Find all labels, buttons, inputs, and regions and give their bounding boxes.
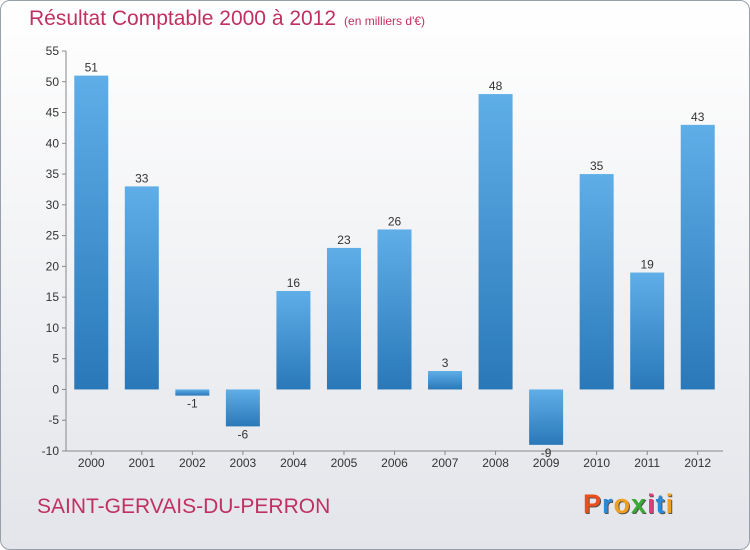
bar-2004 bbox=[276, 291, 311, 390]
y-tick-label: 15 bbox=[46, 290, 60, 304]
y-tick-label: 45 bbox=[46, 106, 60, 120]
y-tick-label: -10 bbox=[42, 444, 60, 458]
value-label-2004: 16 bbox=[287, 276, 301, 290]
value-label-2012: 43 bbox=[691, 110, 705, 124]
x-tick-label-2012: 2012 bbox=[684, 456, 711, 470]
value-label-2008: 48 bbox=[489, 79, 503, 93]
value-label-2010: 35 bbox=[590, 159, 604, 173]
y-tick-label: 10 bbox=[46, 321, 60, 335]
y-tick-label: 20 bbox=[46, 259, 60, 273]
bar-2006 bbox=[377, 229, 412, 390]
logo-letter: r bbox=[602, 489, 614, 519]
chart-subtitle: (en milliers d'€) bbox=[344, 14, 426, 28]
bar-2007 bbox=[428, 371, 463, 390]
value-label-2005: 23 bbox=[337, 233, 351, 247]
commune-name: SAINT-GERVAIS-DU-PERRON bbox=[37, 495, 331, 518]
bar-2009 bbox=[529, 389, 564, 445]
value-label-2006: 26 bbox=[388, 214, 402, 228]
logo-letter: o bbox=[613, 489, 632, 519]
logo-letter: x bbox=[631, 489, 648, 519]
bar-2008 bbox=[478, 94, 513, 390]
value-label-2000: 51 bbox=[85, 61, 99, 75]
x-tick-label-2011: 2011 bbox=[634, 456, 660, 470]
value-label-2009: -9 bbox=[541, 446, 552, 460]
bar-2001 bbox=[124, 186, 159, 390]
bar-2003 bbox=[225, 389, 260, 427]
bar-2011 bbox=[630, 272, 665, 390]
x-tick-label-2010: 2010 bbox=[583, 456, 610, 470]
y-tick-label: 40 bbox=[46, 136, 60, 150]
chart-title: Résultat Comptable 2000 à 2012 (en millie… bbox=[29, 7, 425, 31]
x-tick-label-2007: 2007 bbox=[432, 456, 459, 470]
x-tick-label-2002: 2002 bbox=[179, 456, 206, 470]
bar-2010 bbox=[579, 174, 614, 390]
x-tick-label-2004: 2004 bbox=[280, 456, 307, 470]
logo-letter: t bbox=[655, 489, 666, 519]
value-label-2002: -1 bbox=[187, 397, 198, 411]
x-tick-label-2003: 2003 bbox=[230, 456, 257, 470]
x-tick-label-2005: 2005 bbox=[331, 456, 358, 470]
x-tick-label-2000: 2000 bbox=[78, 456, 105, 470]
logo-letter: i bbox=[665, 489, 675, 519]
y-tick-label: 55 bbox=[46, 44, 60, 58]
logo-letter: i bbox=[647, 489, 656, 519]
y-tick-label: 35 bbox=[46, 167, 60, 181]
bar-2012 bbox=[680, 124, 715, 390]
y-tick-label: 30 bbox=[46, 198, 60, 212]
y-tick-label: 50 bbox=[46, 75, 60, 89]
value-label-2007: 3 bbox=[442, 356, 449, 370]
proxiti-logo[interactable]: Proxiti bbox=[583, 489, 674, 520]
chart-title-text: Résultat Comptable 2000 à 2012 bbox=[29, 7, 337, 30]
y-tick-label: 0 bbox=[52, 382, 59, 396]
y-tick-label: 5 bbox=[52, 352, 59, 366]
value-label-2011: 19 bbox=[641, 258, 655, 272]
y-tick-label: -5 bbox=[48, 413, 59, 427]
bar-2002 bbox=[175, 389, 210, 396]
bar-2005 bbox=[326, 247, 361, 390]
logo-letter: P bbox=[583, 489, 603, 519]
x-tick-label-2006: 2006 bbox=[381, 456, 408, 470]
x-tick-label-2001: 2001 bbox=[128, 456, 155, 470]
value-label-2001: 33 bbox=[135, 171, 149, 185]
value-label-2003: -6 bbox=[238, 427, 249, 441]
x-tick-label-2009: 2009 bbox=[533, 456, 560, 470]
bar-2000 bbox=[74, 75, 109, 390]
y-tick-label: 25 bbox=[46, 229, 60, 243]
x-tick-label-2008: 2008 bbox=[482, 456, 509, 470]
